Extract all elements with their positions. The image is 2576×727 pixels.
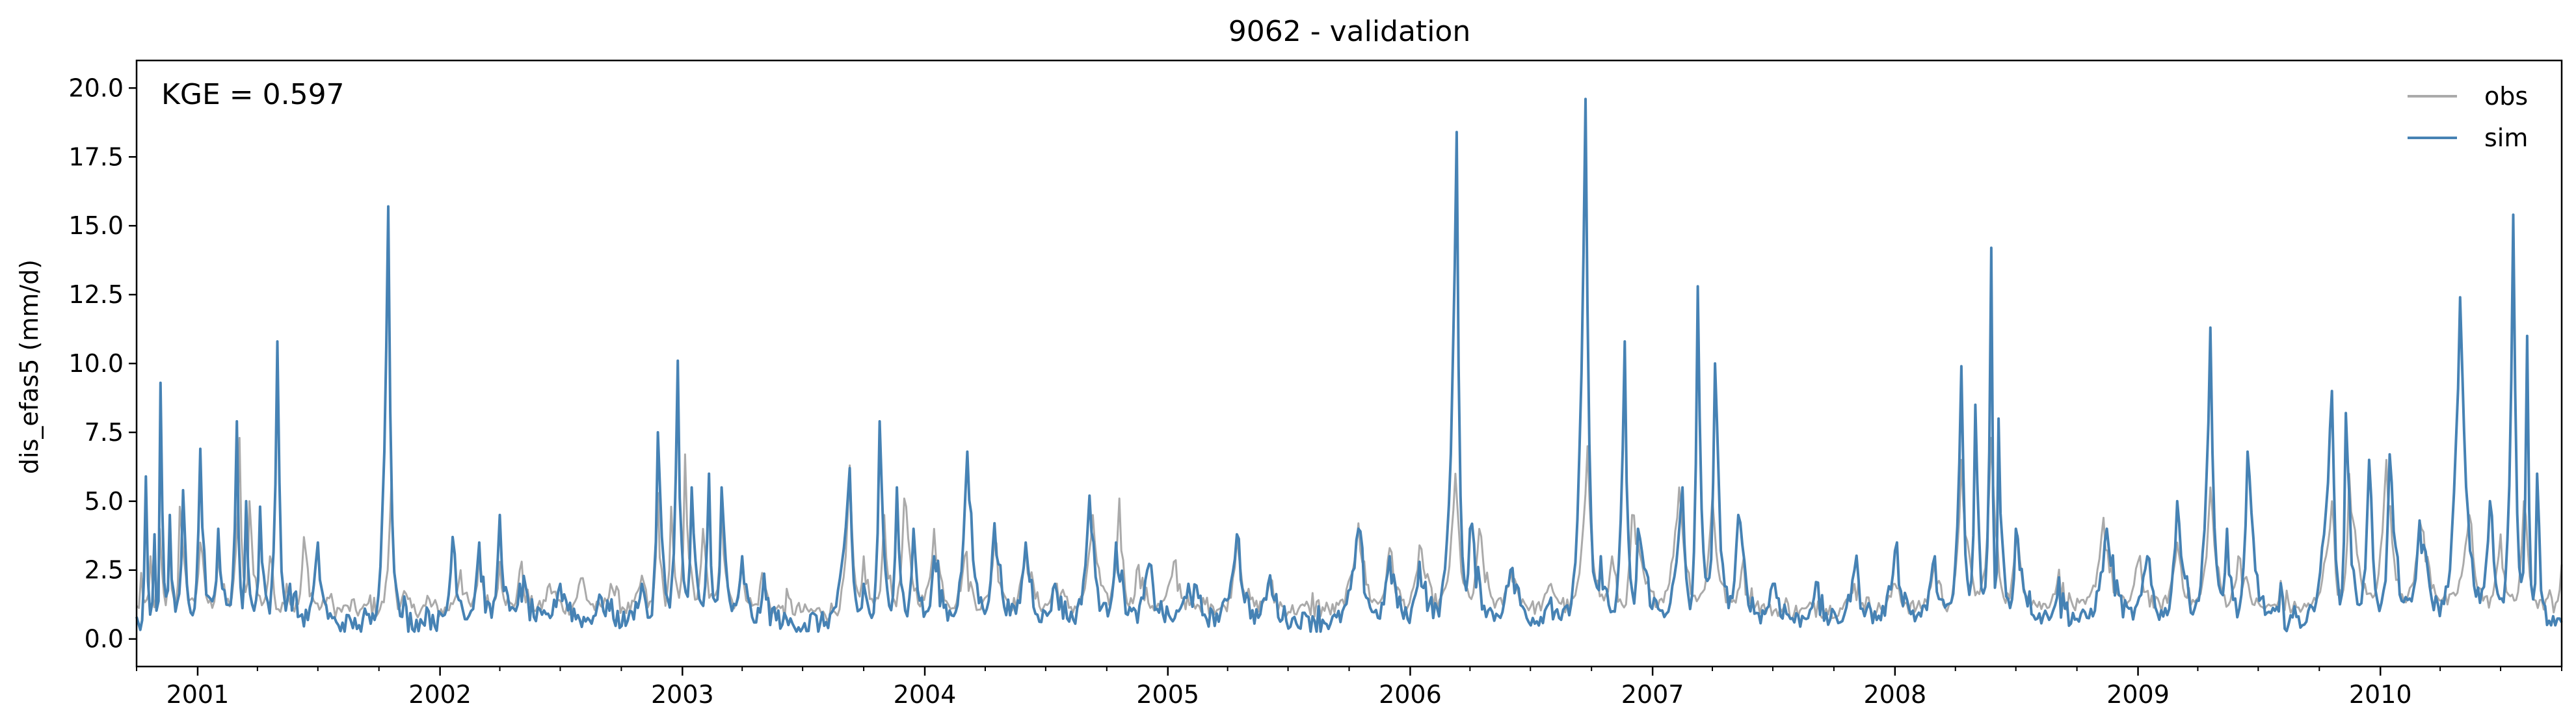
legend: obs sim bbox=[2408, 82, 2528, 152]
x-tick-label: 2004 bbox=[894, 680, 957, 709]
y-tick-label: 12.5 bbox=[68, 280, 124, 309]
x-tick-label: 2001 bbox=[166, 680, 230, 709]
plot-frame bbox=[135, 59, 2563, 668]
x-tick-label: 2005 bbox=[1136, 680, 1199, 709]
x-tick-label: 2010 bbox=[2349, 680, 2412, 709]
kge-annotation: KGE = 0.597 bbox=[161, 78, 345, 111]
y-tick-label: 0.0 bbox=[85, 625, 124, 654]
chart-title: 9062 - validation bbox=[1228, 15, 1470, 48]
y-tick-label: 15.0 bbox=[68, 211, 124, 240]
x-tick-label: 2002 bbox=[408, 680, 471, 709]
x-tick-label: 2007 bbox=[1621, 680, 1684, 709]
y-axis: 0.0 2.5 5.0 7.5 10.0 12.5 15.0 17.5 20.0 bbox=[68, 73, 137, 654]
x-tick-label: 2008 bbox=[1863, 680, 1926, 709]
y-tick-label: 20.0 bbox=[68, 73, 124, 102]
legend-obs-label: obs bbox=[2484, 82, 2528, 111]
plot-area bbox=[135, 98, 2563, 633]
x-tick-label: 2006 bbox=[1379, 680, 1442, 709]
y-tick-label: 5.0 bbox=[85, 487, 124, 516]
y-tick-label: 10.0 bbox=[68, 349, 124, 378]
legend-sim-label: sim bbox=[2484, 124, 2528, 152]
y-tick-label: 17.5 bbox=[68, 142, 124, 171]
sim-series-layer bbox=[135, 98, 2563, 633]
y-tick-label: 2.5 bbox=[85, 556, 124, 585]
x-tick-label: 2003 bbox=[651, 680, 714, 709]
y-axis-label: dis_efas5 (mm/d) bbox=[15, 259, 44, 474]
x-tick-label: 2009 bbox=[2106, 680, 2170, 709]
sim-series-line bbox=[135, 98, 2563, 633]
y-tick-label: 7.5 bbox=[85, 418, 124, 447]
x-axis: 2001 2002 2003 2004 2005 2006 2007 2008 2009 2010 bbox=[136, 667, 2562, 709]
